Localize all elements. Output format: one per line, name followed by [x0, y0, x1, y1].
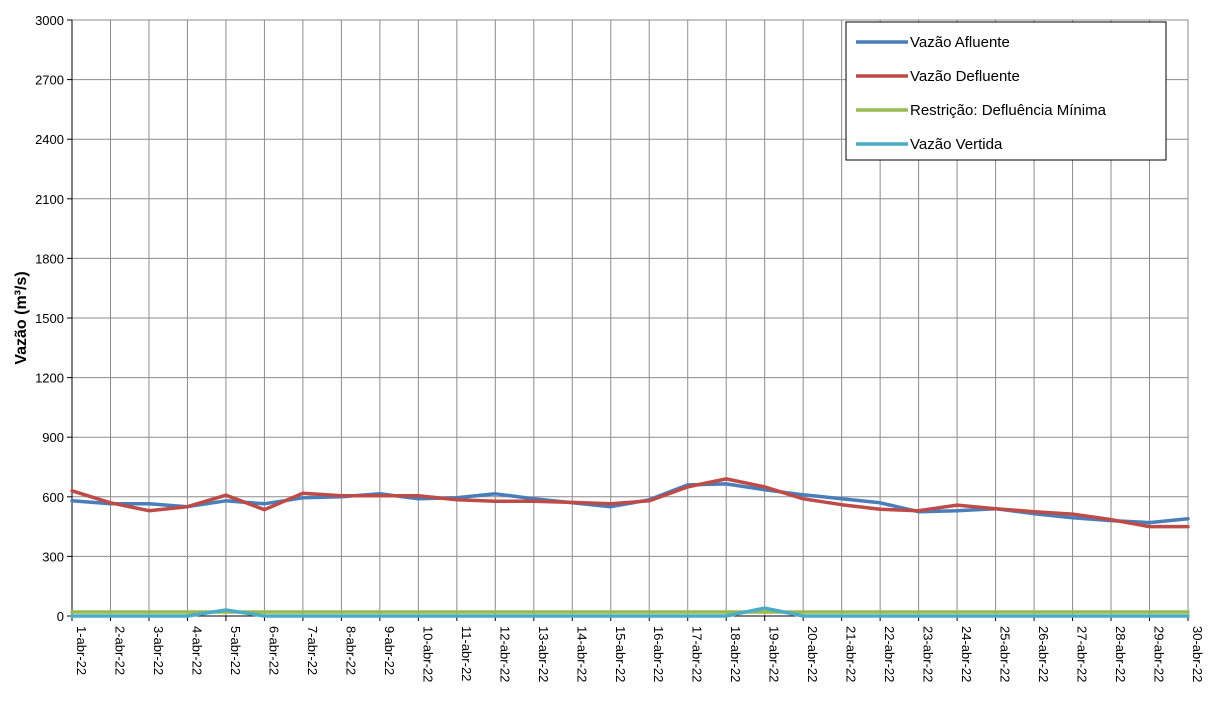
legend: Vazão Afluente Vazão Defluente Restrição: …	[845, 21, 1167, 161]
x-tick-label: 7-abr-22	[305, 626, 320, 675]
x-tick-label: 9-abr-22	[382, 626, 397, 675]
x-tick-label: 15-abr-22	[613, 626, 628, 682]
legend-label: Restrição: Defluência Mínima	[910, 102, 1107, 119]
y-axis-ticks: 0 300 600 900 1200 1500 1800 2100 2400 2700 3000	[35, 13, 72, 624]
x-axis-ticks: 1-abr-22 2-abr-22 3-abr-22 4-abr-22 5-abr-22…	[71, 616, 1205, 682]
x-tick-label: 8-abr-22	[343, 626, 358, 675]
y-axis-title: Vazão (m³/s)	[13, 271, 30, 364]
y-tick-label: 2700	[35, 73, 64, 88]
x-tick-label: 6-abr-22	[266, 626, 281, 675]
x-tick-label: 23-abr-22	[921, 626, 936, 682]
x-tick-label: 16-abr-22	[651, 626, 666, 682]
x-tick-label: 22-abr-22	[882, 626, 897, 682]
x-tick-label: 2-abr-22	[112, 626, 127, 675]
x-tick-label: 28-abr-22	[1113, 626, 1128, 682]
x-tick-label: 12-abr-22	[497, 626, 512, 682]
x-tick-label: 20-abr-22	[805, 626, 820, 682]
x-tick-label: 24-abr-22	[959, 626, 974, 682]
x-tick-label: 10-abr-22	[420, 626, 435, 682]
x-tick-label: 13-abr-22	[536, 626, 551, 682]
x-tick-label: 14-abr-22	[574, 626, 589, 682]
x-tick-label: 5-abr-22	[228, 626, 243, 675]
y-tick-label: 2100	[35, 192, 64, 207]
x-tick-label: 30-abr-22	[1190, 626, 1205, 682]
series-line	[70, 606, 1190, 618]
x-tick-label: 29-abr-22	[1152, 626, 1167, 682]
y-tick-label: 600	[42, 490, 64, 505]
legend-box	[845, 21, 1167, 161]
y-tick-label: 3000	[35, 13, 64, 28]
series-line	[70, 477, 1190, 529]
x-tick-label: 19-abr-22	[767, 626, 782, 682]
x-tick-label: 21-abr-22	[844, 626, 859, 682]
x-tick-label: 18-abr-22	[728, 626, 743, 682]
y-tick-label: 2400	[35, 132, 64, 147]
y-tick-label: 1200	[35, 371, 64, 386]
x-tick-label: 11-abr-22	[459, 626, 474, 681]
y-tick-label: 0	[57, 609, 64, 624]
legend-label: Vazão Defluente	[910, 68, 1020, 85]
y-tick-label: 1800	[35, 251, 64, 266]
x-tick-label: 1-abr-22	[74, 626, 89, 675]
legend-label: Vazão Afluente	[910, 34, 1010, 51]
x-tick-label: 27-abr-22	[1075, 626, 1090, 682]
y-tick-label: 1500	[35, 311, 64, 326]
x-tick-label: 4-abr-22	[189, 626, 204, 675]
legend-label: Vazão Vertida	[910, 136, 1003, 153]
y-tick-label: 300	[42, 549, 64, 564]
series-lines	[70, 477, 1190, 618]
y-tick-label: 900	[42, 430, 64, 445]
x-tick-label: 3-abr-22	[151, 626, 166, 675]
x-tick-label: 26-abr-22	[1036, 626, 1051, 682]
x-tick-label: 17-abr-22	[690, 626, 705, 682]
x-tick-label: 25-abr-22	[998, 626, 1013, 682]
